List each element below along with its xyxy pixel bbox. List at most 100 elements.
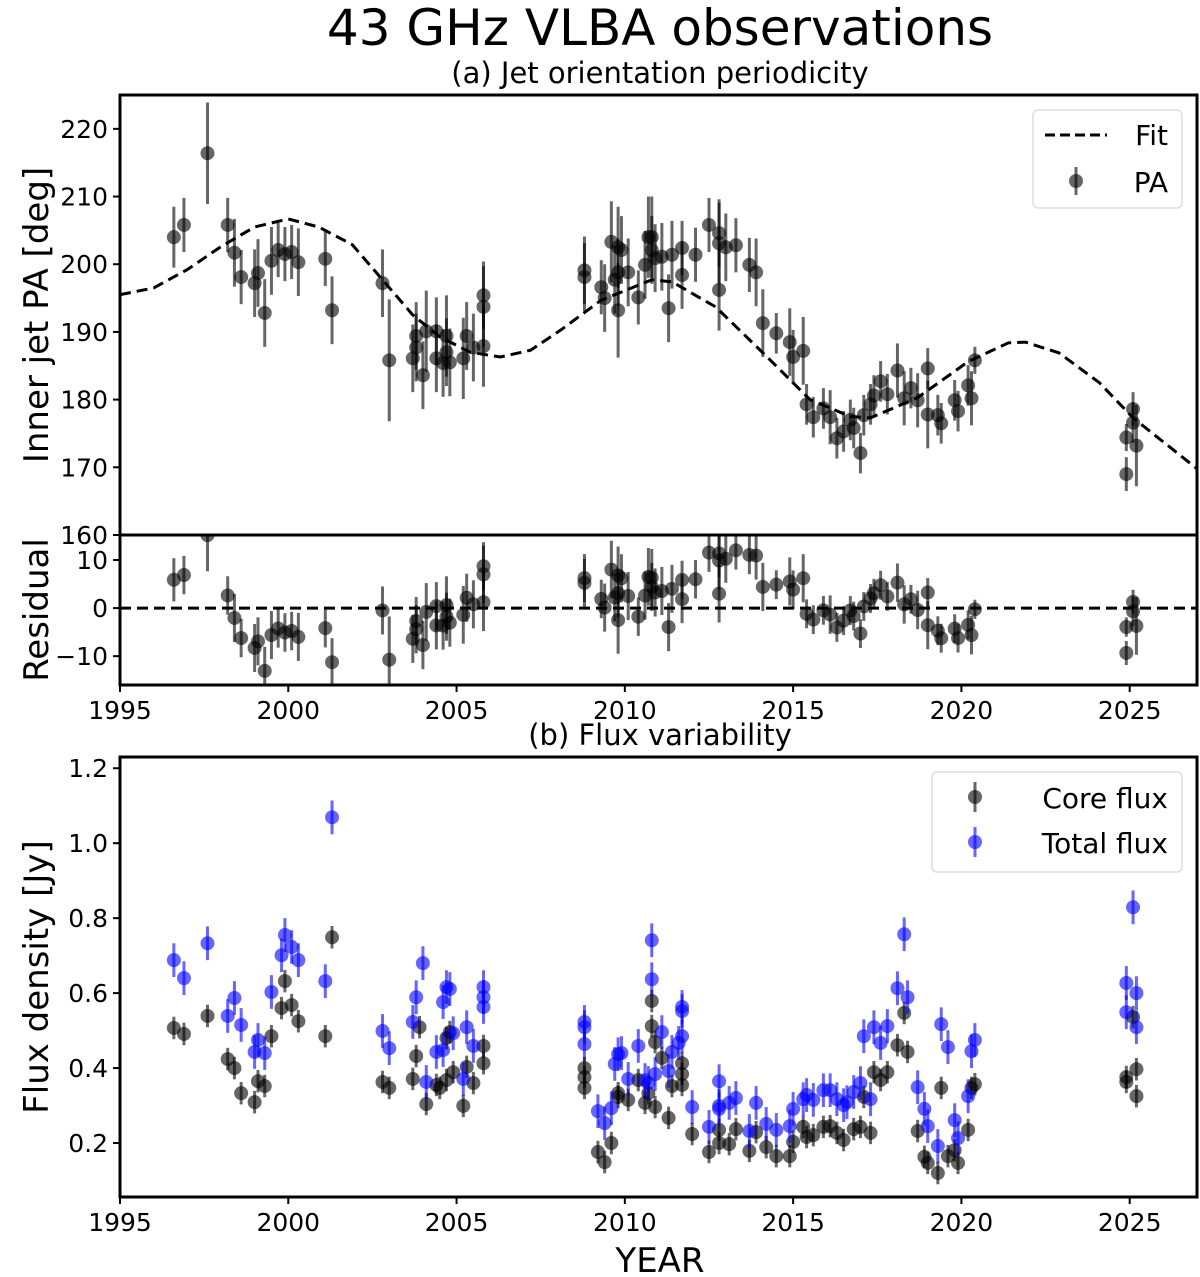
pa-point	[621, 265, 636, 280]
residual-point	[661, 620, 676, 635]
core-flux-point	[934, 1080, 949, 1095]
residual-point	[442, 615, 457, 630]
core-flux-point	[947, 1143, 962, 1158]
pa-point	[577, 270, 592, 285]
total-flux-point	[786, 1101, 801, 1116]
pa-point	[769, 326, 784, 341]
core-flux-point	[806, 1128, 821, 1143]
total-flux-point	[409, 990, 424, 1005]
pa-point	[866, 388, 881, 403]
core-flux-point	[769, 1149, 784, 1164]
pa-point	[873, 374, 888, 389]
pa-point	[459, 328, 474, 343]
residual-point	[934, 631, 949, 646]
flux-y-tick-label: 0.8	[68, 904, 108, 933]
total-flux-point	[459, 1020, 474, 1035]
total-flux-point	[325, 810, 340, 825]
core-flux-point	[590, 1145, 605, 1160]
pa-point	[284, 245, 299, 260]
pa-point	[176, 217, 191, 232]
pa-point	[701, 217, 716, 232]
total-flux-point	[597, 1116, 612, 1131]
total-flux-point	[1126, 900, 1141, 915]
total-flux-point	[685, 1100, 700, 1115]
pa-point	[476, 339, 491, 354]
residual-point	[967, 602, 982, 617]
total-flux-point	[880, 1019, 895, 1034]
total-flux-point	[856, 1029, 871, 1044]
residual-point	[614, 571, 629, 586]
flux-plot-area	[166, 800, 1144, 1185]
pa-point	[897, 391, 912, 406]
total-flux-point	[839, 1095, 854, 1110]
flux-y-tick-label: 0.2	[68, 1129, 108, 1158]
flux-x-tick-label: 2015	[761, 1208, 825, 1237]
core-flux-point	[1119, 1074, 1134, 1089]
flux-x-tick-label: 2005	[425, 1208, 489, 1237]
total-flux-point	[227, 990, 242, 1005]
panel-b-title: (b) Flux variability	[528, 718, 792, 752]
core-flux-point	[930, 1166, 945, 1181]
pa-point	[664, 247, 679, 262]
pa-point	[611, 303, 626, 318]
core-flux-point	[604, 1136, 619, 1151]
total-flux-point	[442, 981, 457, 996]
flux-y-tick-label: 1.2	[68, 754, 108, 783]
residual-point	[688, 572, 703, 587]
total-flux-point	[446, 1026, 461, 1041]
core-flux-point	[291, 1014, 306, 1029]
residual-x-tick-label: 2010	[593, 696, 657, 725]
core-flux-point	[951, 1155, 966, 1170]
total-flux-point	[436, 1043, 451, 1058]
total-flux-point	[590, 1104, 605, 1119]
figure-title: 43 GHz VLBA observations	[327, 0, 993, 57]
pa-point	[375, 276, 390, 291]
pa-point	[250, 266, 265, 281]
residual-point	[712, 586, 727, 601]
pa-point	[799, 397, 814, 412]
core-flux-point	[419, 1097, 434, 1112]
residual-point	[257, 663, 272, 678]
pa-point	[419, 324, 434, 339]
core-flux-point	[759, 1140, 774, 1155]
pa-point	[964, 391, 979, 406]
pa-point	[853, 446, 868, 461]
total-flux-point	[866, 1020, 881, 1035]
core-flux-point	[648, 1100, 663, 1115]
residual-y-tick-label: 0	[92, 594, 108, 623]
residual-point	[920, 585, 935, 600]
residual-x-tick-label: 2025	[1098, 696, 1162, 725]
residual-point	[631, 609, 646, 624]
total-flux-point	[1119, 1005, 1134, 1020]
total-flux-point	[375, 1023, 390, 1038]
total-flux-point	[631, 1038, 646, 1053]
flux-x-tick-label: 2020	[930, 1208, 994, 1237]
legend-pa: Fit PA	[1032, 109, 1183, 209]
flux-y-tick-label: 1.0	[68, 829, 108, 858]
pa-point	[823, 410, 838, 425]
total-flux-point	[920, 1119, 935, 1134]
legend-flux: Core flux Total flux	[931, 771, 1183, 873]
core-flux-point	[456, 1098, 471, 1113]
legend-core-marker	[968, 790, 982, 804]
panel-a-title: (a) Jet orientation periodicity	[451, 56, 868, 90]
total-flux-point	[176, 971, 191, 986]
core-flux-point	[257, 1079, 272, 1094]
total-flux-point	[675, 1004, 690, 1019]
core-flux-point	[863, 1125, 878, 1140]
core-flux-point	[446, 1065, 461, 1080]
pa-point	[1126, 415, 1141, 430]
core-flux-point	[459, 1059, 474, 1074]
pa-point	[951, 404, 966, 419]
core-flux-point	[890, 1038, 905, 1053]
core-flux-point	[836, 1133, 851, 1148]
core-flux-point	[277, 974, 292, 989]
core-flux-point	[648, 1035, 663, 1050]
core-flux-point	[786, 1134, 801, 1149]
total-flux-point	[661, 1064, 676, 1079]
pa-point	[934, 416, 949, 431]
residual-point	[200, 535, 215, 543]
residual-point	[853, 626, 868, 641]
core-flux-point	[476, 1038, 491, 1053]
pa-point	[675, 268, 690, 283]
